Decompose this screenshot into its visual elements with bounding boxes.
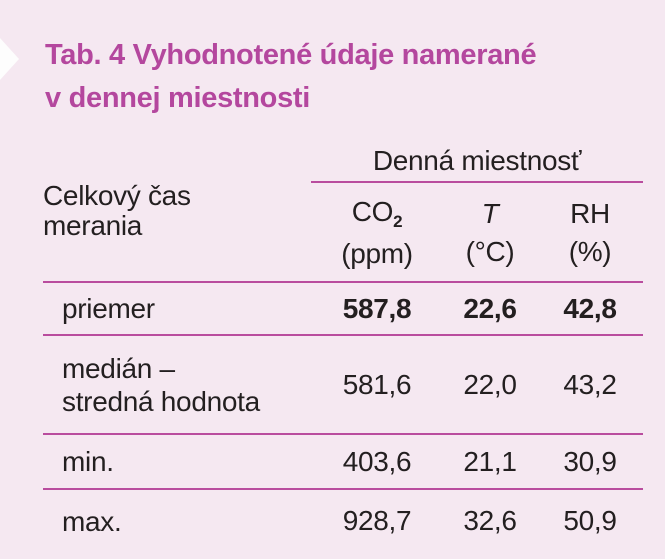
co2-subscript: 2 [393, 212, 403, 231]
cell-co2: 581,6 [311, 335, 443, 435]
cell-co2: 403,6 [311, 434, 443, 490]
row-label: medián – stredná hodnota [43, 335, 311, 435]
row-label: min. [43, 434, 311, 490]
cell-co2: 587,8 [311, 282, 443, 336]
table-row-min: min. 403,6 21,1 30,9 [43, 434, 644, 490]
header-col-temperature: T (°C) [443, 182, 537, 283]
table-row-median: medián – stredná hodnota 581,6 22,0 43,2 [43, 335, 644, 435]
measurement-table: Celkový čas merania Denná miestnosť CO2 … [43, 140, 644, 552]
humidity-unit: (%) [568, 236, 612, 267]
group-header-row: Celkový čas merania Denná miestnosť [43, 140, 644, 283]
header-group-day-room: Denná miestnosť [311, 140, 644, 183]
table-row-average: priemer 587,8 22,6 42,8 [43, 282, 644, 336]
cell-humidity: 50,9 [563, 505, 617, 536]
table-caption: Tab. 4 Vyhodnotené údaje namerané v denn… [45, 39, 537, 114]
temperature-symbol: T [481, 198, 499, 229]
row-label: priemer [43, 282, 311, 336]
humidity-symbol: RH [570, 198, 610, 229]
temperature-unit: (°C) [465, 236, 515, 267]
cell-temperature: 22,0 [443, 335, 537, 435]
cell-temperature: 21,1 [443, 434, 537, 490]
cell-co2: 928,7 [342, 505, 412, 536]
co2-unit: (ppm) [341, 238, 413, 269]
row-label: max. [62, 505, 122, 537]
header-col-humidity: RH (%) [537, 182, 644, 283]
column-header-row: CO2 (ppm) T (°C) RH (%) [43, 182, 644, 283]
header-col-co2: CO2 (ppm) [311, 182, 443, 283]
cell-humidity: 42,8 [537, 282, 644, 336]
cell-temperature: 22,6 [443, 282, 537, 336]
cell-temperature: 32,6 [463, 505, 517, 536]
table-row-max: max. 928,7 32,6 50,9 [43, 489, 643, 552]
co2-symbol: CO2 [311, 193, 443, 235]
header-total-measurement-time: Celkový čas merania [43, 140, 311, 283]
chevron-right-icon [0, 38, 19, 80]
cell-humidity: 30,9 [537, 434, 644, 490]
cell-humidity: 43,2 [537, 335, 644, 435]
co2-text: CO [351, 196, 394, 227]
